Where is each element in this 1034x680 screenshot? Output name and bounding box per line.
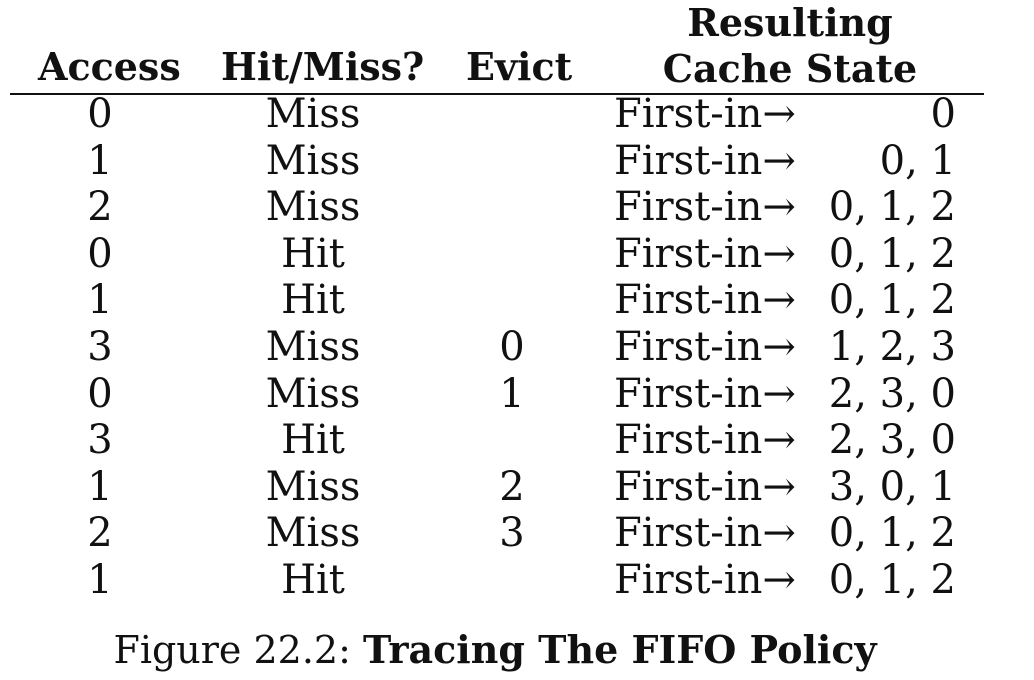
column-header-resulting: Resulting <box>687 0 893 45</box>
cell-evict: 2 <box>499 463 525 510</box>
cell-cache-state: 0 <box>930 91 956 137</box>
cell-hit-miss: Miss <box>265 510 361 557</box>
column-header-hit-miss: Hit/Miss? <box>221 44 425 89</box>
figure-caption: Figure 22.2: Tracing The FIFO Policy <box>0 620 990 680</box>
cell-access: 3 <box>87 323 113 370</box>
table-row: 1 Miss First-in→ 0, 1 <box>0 138 1034 185</box>
cell-access: 2 <box>87 184 113 231</box>
cell-cache-state: 0, 1, 2 <box>828 510 956 557</box>
cell-access: 2 <box>87 510 113 557</box>
cell-hit-miss: Hit <box>281 417 345 464</box>
cell-cache-state: 0, 1, 2 <box>828 230 956 277</box>
cell-first-in: First-in→ <box>614 370 796 417</box>
cell-access: 3 <box>87 417 113 464</box>
table-row: 1 Hit First-in→ 0, 1, 2 <box>0 557 1034 604</box>
cell-access: 1 <box>87 137 113 184</box>
cell-hit-miss: Miss <box>265 184 361 231</box>
cell-access: 0 <box>87 230 113 277</box>
cell-first-in: First-in→ <box>614 184 796 231</box>
table-row: 2 Miss First-in→ 0, 1, 2 <box>0 184 1034 231</box>
cell-evict: 3 <box>499 510 525 557</box>
cell-cache-state: 0, 1, 2 <box>828 277 956 324</box>
caption-label: Figure 22.2: <box>113 628 351 672</box>
cell-cache-state: 0, 1 <box>879 137 956 184</box>
column-header-cache-state: Cache State <box>662 46 918 91</box>
table-row: 2 Miss 3 First-in→ 0, 1, 2 <box>0 510 1034 557</box>
table-row: 0 Miss 1 First-in→ 2, 3, 0 <box>0 371 1034 418</box>
cell-cache-state: 3, 0, 1 <box>828 463 956 510</box>
cell-first-in: First-in→ <box>614 323 796 370</box>
cell-hit-miss: Miss <box>265 463 361 510</box>
cell-cache-state: 2, 3, 0 <box>828 417 956 464</box>
cell-access: 1 <box>87 463 113 510</box>
column-header-resulting-cache-state: Resulting Cache State <box>660 0 920 92</box>
cell-first-in: First-in→ <box>614 510 796 557</box>
cell-hit-miss: Miss <box>265 323 361 370</box>
cell-evict: 1 <box>499 370 525 417</box>
table-row: 1 Miss 2 First-in→ 3, 0, 1 <box>0 464 1034 511</box>
cell-cache-state: 0, 1, 2 <box>828 184 956 231</box>
cell-hit-miss: Hit <box>281 556 345 603</box>
cell-first-in: First-in→ <box>614 463 796 510</box>
table-row: 1 Hit First-in→ 0, 1, 2 <box>0 277 1034 324</box>
cell-access: 1 <box>87 556 113 603</box>
cell-first-in: First-in→ <box>614 556 796 603</box>
cell-cache-state: 0, 1, 2 <box>828 556 956 603</box>
cell-first-in: First-in→ <box>614 230 796 277</box>
cell-first-in: First-in→ <box>614 137 796 184</box>
cell-cache-state: 1, 2, 3 <box>828 323 956 370</box>
cell-hit-miss: Hit <box>281 277 345 324</box>
cell-hit-miss: Miss <box>265 137 361 184</box>
table-row: 3 Miss 0 First-in→ 1, 2, 3 <box>0 324 1034 371</box>
header-rule <box>10 93 984 95</box>
cell-access: 1 <box>87 277 113 324</box>
cell-hit-miss: Miss <box>265 370 361 417</box>
cell-evict: 0 <box>499 323 525 370</box>
column-header-evict: Evict <box>466 44 573 89</box>
cell-access: 0 <box>87 91 113 137</box>
table-body: 0 Miss First-in→ 0 1 Miss First-in→ 0, 1 2 Miss Fi… <box>0 91 1034 604</box>
cell-first-in: First-in→ <box>614 91 796 137</box>
column-header-access: Access <box>38 44 181 89</box>
cell-hit-miss: Hit <box>281 230 345 277</box>
cell-access: 0 <box>87 370 113 417</box>
caption-title: Tracing The FIFO Policy <box>363 627 877 672</box>
table-row: 0 Miss First-in→ 0 <box>0 91 1034 138</box>
table-row: 3 Hit First-in→ 2, 3, 0 <box>0 417 1034 464</box>
cell-first-in: First-in→ <box>614 417 796 464</box>
table-row: 0 Hit First-in→ 0, 1, 2 <box>0 231 1034 278</box>
cell-hit-miss: Miss <box>265 91 361 137</box>
cell-cache-state: 2, 3, 0 <box>828 370 956 417</box>
cell-first-in: First-in→ <box>614 277 796 324</box>
